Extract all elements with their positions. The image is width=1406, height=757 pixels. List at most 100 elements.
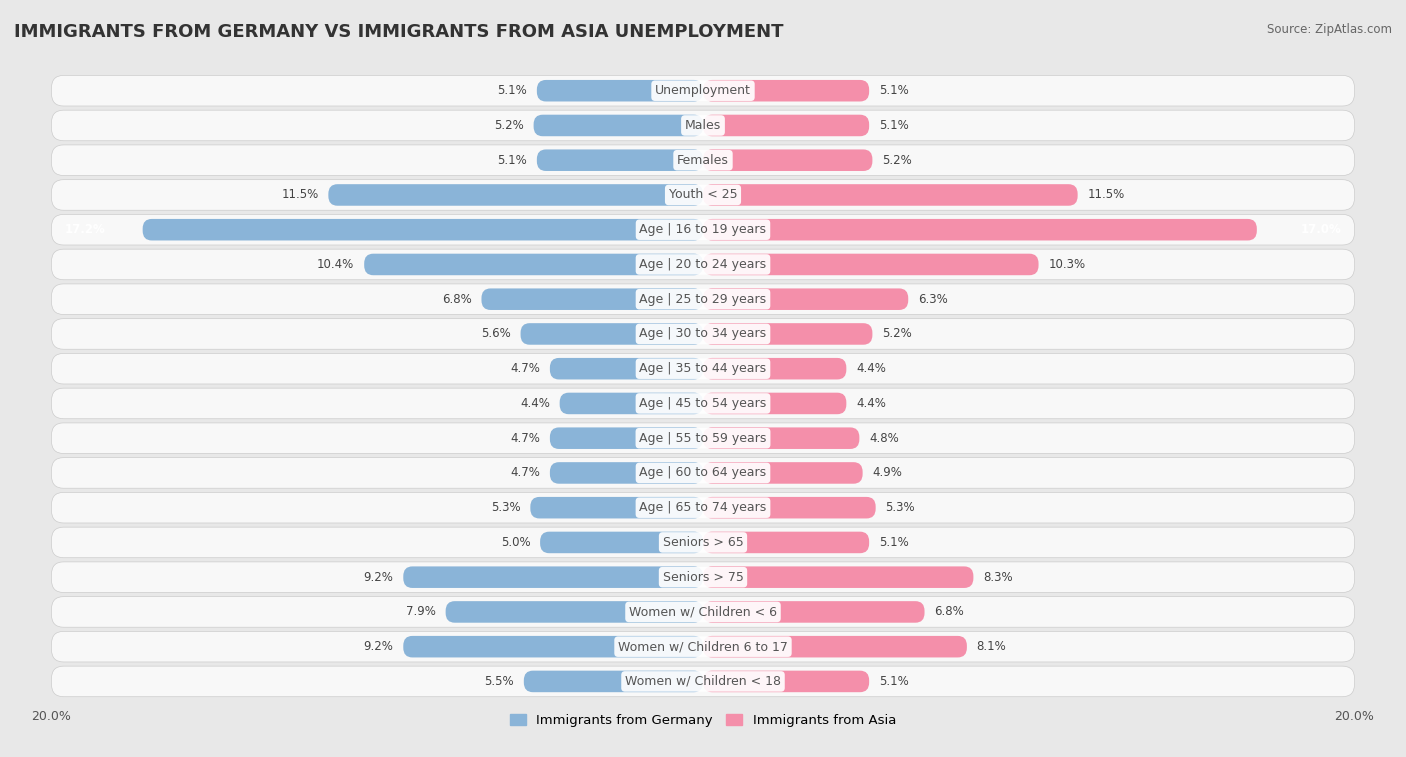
Text: Age | 60 to 64 years: Age | 60 to 64 years xyxy=(640,466,766,479)
FancyBboxPatch shape xyxy=(52,666,1354,696)
Text: 11.5%: 11.5% xyxy=(1087,188,1125,201)
Text: 8.1%: 8.1% xyxy=(977,640,1007,653)
FancyBboxPatch shape xyxy=(142,219,703,241)
FancyBboxPatch shape xyxy=(703,149,872,171)
FancyBboxPatch shape xyxy=(364,254,703,276)
Text: Females: Females xyxy=(678,154,728,167)
FancyBboxPatch shape xyxy=(52,492,1354,523)
FancyBboxPatch shape xyxy=(52,597,1354,628)
FancyBboxPatch shape xyxy=(703,636,967,657)
FancyBboxPatch shape xyxy=(534,115,703,136)
Text: Age | 45 to 54 years: Age | 45 to 54 years xyxy=(640,397,766,410)
FancyBboxPatch shape xyxy=(550,463,703,484)
FancyBboxPatch shape xyxy=(52,145,1354,176)
FancyBboxPatch shape xyxy=(703,80,869,101)
Text: 17.0%: 17.0% xyxy=(1301,223,1341,236)
Text: 9.2%: 9.2% xyxy=(364,640,394,653)
Text: Seniors > 65: Seniors > 65 xyxy=(662,536,744,549)
Text: Seniors > 75: Seniors > 75 xyxy=(662,571,744,584)
FancyBboxPatch shape xyxy=(329,184,703,206)
FancyBboxPatch shape xyxy=(703,393,846,414)
Text: 5.1%: 5.1% xyxy=(879,119,908,132)
FancyBboxPatch shape xyxy=(703,566,973,588)
FancyBboxPatch shape xyxy=(520,323,703,344)
Text: 5.3%: 5.3% xyxy=(886,501,915,514)
FancyBboxPatch shape xyxy=(404,566,703,588)
Text: Women w/ Children < 18: Women w/ Children < 18 xyxy=(626,675,780,688)
FancyBboxPatch shape xyxy=(703,115,869,136)
Text: Age | 55 to 59 years: Age | 55 to 59 years xyxy=(640,431,766,444)
FancyBboxPatch shape xyxy=(703,254,1039,276)
Text: 11.5%: 11.5% xyxy=(281,188,319,201)
Text: 5.1%: 5.1% xyxy=(879,84,908,97)
Text: Youth < 25: Youth < 25 xyxy=(669,188,737,201)
Text: 4.8%: 4.8% xyxy=(869,431,898,444)
FancyBboxPatch shape xyxy=(52,249,1354,280)
FancyBboxPatch shape xyxy=(703,323,872,344)
FancyBboxPatch shape xyxy=(703,671,869,692)
Text: Age | 20 to 24 years: Age | 20 to 24 years xyxy=(640,258,766,271)
Text: 5.0%: 5.0% xyxy=(501,536,530,549)
FancyBboxPatch shape xyxy=(52,214,1354,245)
FancyBboxPatch shape xyxy=(524,671,703,692)
FancyBboxPatch shape xyxy=(703,601,925,623)
FancyBboxPatch shape xyxy=(52,458,1354,488)
Text: 4.7%: 4.7% xyxy=(510,431,540,444)
Text: 17.2%: 17.2% xyxy=(65,223,105,236)
Legend: Immigrants from Germany, Immigrants from Asia: Immigrants from Germany, Immigrants from… xyxy=(505,709,901,732)
FancyBboxPatch shape xyxy=(550,358,703,379)
Text: 5.2%: 5.2% xyxy=(882,154,912,167)
Text: 5.1%: 5.1% xyxy=(498,84,527,97)
Text: 5.5%: 5.5% xyxy=(485,675,515,688)
Text: Males: Males xyxy=(685,119,721,132)
FancyBboxPatch shape xyxy=(52,354,1354,384)
FancyBboxPatch shape xyxy=(703,531,869,553)
FancyBboxPatch shape xyxy=(537,149,703,171)
FancyBboxPatch shape xyxy=(52,423,1354,453)
Text: 10.4%: 10.4% xyxy=(318,258,354,271)
FancyBboxPatch shape xyxy=(703,184,1077,206)
Text: 6.3%: 6.3% xyxy=(918,293,948,306)
Text: 4.4%: 4.4% xyxy=(856,362,886,375)
FancyBboxPatch shape xyxy=(703,497,876,519)
FancyBboxPatch shape xyxy=(537,80,703,101)
FancyBboxPatch shape xyxy=(404,636,703,657)
Text: 5.6%: 5.6% xyxy=(481,328,510,341)
Text: 4.7%: 4.7% xyxy=(510,466,540,479)
Text: 5.2%: 5.2% xyxy=(882,328,912,341)
Text: 4.9%: 4.9% xyxy=(872,466,903,479)
Text: 4.4%: 4.4% xyxy=(856,397,886,410)
FancyBboxPatch shape xyxy=(52,319,1354,349)
FancyBboxPatch shape xyxy=(703,219,1257,241)
Text: 10.3%: 10.3% xyxy=(1049,258,1085,271)
FancyBboxPatch shape xyxy=(52,631,1354,662)
Text: 6.8%: 6.8% xyxy=(935,606,965,618)
Text: 5.1%: 5.1% xyxy=(498,154,527,167)
Text: 9.2%: 9.2% xyxy=(364,571,394,584)
Text: Women w/ Children 6 to 17: Women w/ Children 6 to 17 xyxy=(619,640,787,653)
FancyBboxPatch shape xyxy=(52,527,1354,558)
Text: Source: ZipAtlas.com: Source: ZipAtlas.com xyxy=(1267,23,1392,36)
Text: Age | 35 to 44 years: Age | 35 to 44 years xyxy=(640,362,766,375)
Text: Age | 65 to 74 years: Age | 65 to 74 years xyxy=(640,501,766,514)
Text: 4.7%: 4.7% xyxy=(510,362,540,375)
FancyBboxPatch shape xyxy=(550,428,703,449)
FancyBboxPatch shape xyxy=(703,463,863,484)
Text: 5.1%: 5.1% xyxy=(879,675,908,688)
FancyBboxPatch shape xyxy=(52,76,1354,106)
Text: 6.8%: 6.8% xyxy=(441,293,471,306)
Text: Age | 30 to 34 years: Age | 30 to 34 years xyxy=(640,328,766,341)
Text: 5.1%: 5.1% xyxy=(879,536,908,549)
FancyBboxPatch shape xyxy=(52,284,1354,314)
FancyBboxPatch shape xyxy=(52,179,1354,210)
FancyBboxPatch shape xyxy=(703,288,908,310)
Text: 8.3%: 8.3% xyxy=(983,571,1012,584)
Text: 5.2%: 5.2% xyxy=(494,119,524,132)
FancyBboxPatch shape xyxy=(703,428,859,449)
Text: Unemployment: Unemployment xyxy=(655,84,751,97)
FancyBboxPatch shape xyxy=(52,562,1354,593)
FancyBboxPatch shape xyxy=(52,388,1354,419)
FancyBboxPatch shape xyxy=(481,288,703,310)
Text: IMMIGRANTS FROM GERMANY VS IMMIGRANTS FROM ASIA UNEMPLOYMENT: IMMIGRANTS FROM GERMANY VS IMMIGRANTS FR… xyxy=(14,23,783,41)
Text: 7.9%: 7.9% xyxy=(406,606,436,618)
